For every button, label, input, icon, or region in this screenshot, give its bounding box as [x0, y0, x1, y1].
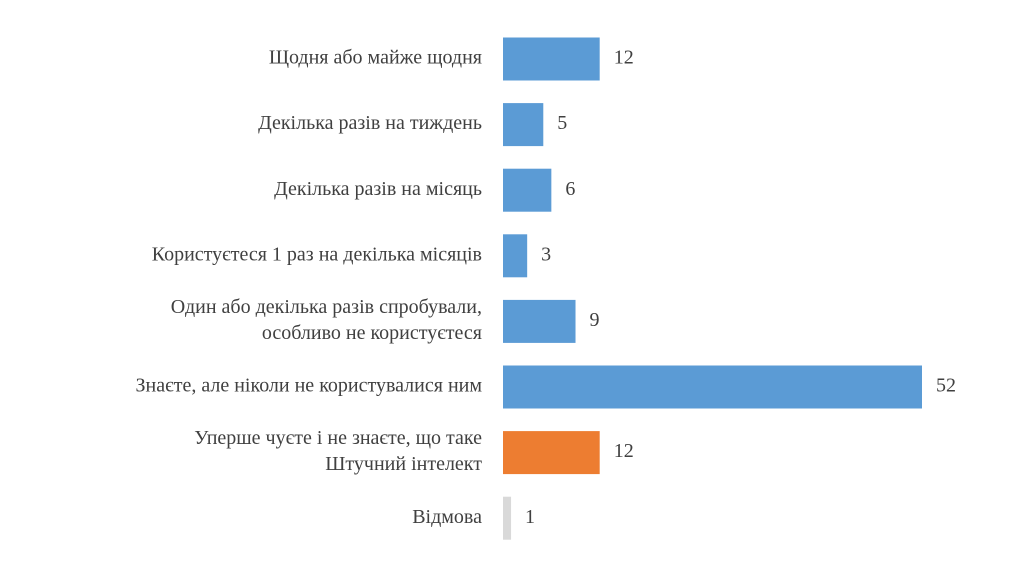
value-label: 3 — [541, 243, 551, 265]
bar — [503, 431, 600, 475]
value-label: 6 — [565, 178, 575, 200]
bar — [503, 496, 512, 540]
value-label: 1 — [525, 506, 535, 528]
category-label: Відмова — [412, 506, 482, 528]
bar — [503, 168, 552, 212]
category-label: Уперше чуєте і не знаєте, що таке — [194, 427, 482, 449]
category-label: Штучний інтелект — [325, 453, 482, 475]
bar — [503, 37, 600, 81]
bar — [503, 234, 528, 278]
category-label: особливо не користуєтеся — [262, 322, 482, 344]
category-label: Декілька разів на тиждень — [258, 112, 482, 134]
category-label: Декілька разів на місяць — [274, 178, 482, 200]
bar — [503, 365, 922, 409]
value-label: 5 — [557, 112, 567, 134]
value-label: 12 — [614, 440, 634, 462]
category-label: Знаєте, але ніколи не користувалися ним — [136, 375, 483, 397]
value-label: 9 — [590, 309, 600, 331]
category-label: Один або декілька разів спробували, — [171, 296, 482, 318]
category-label: Щодня або майже щодня — [269, 47, 482, 69]
category-label: Користуєтеся 1 раз на декілька місяців — [152, 243, 482, 265]
value-label: 12 — [614, 47, 634, 69]
value-label: 52 — [936, 375, 956, 397]
bar — [503, 299, 576, 343]
bar — [503, 103, 544, 147]
